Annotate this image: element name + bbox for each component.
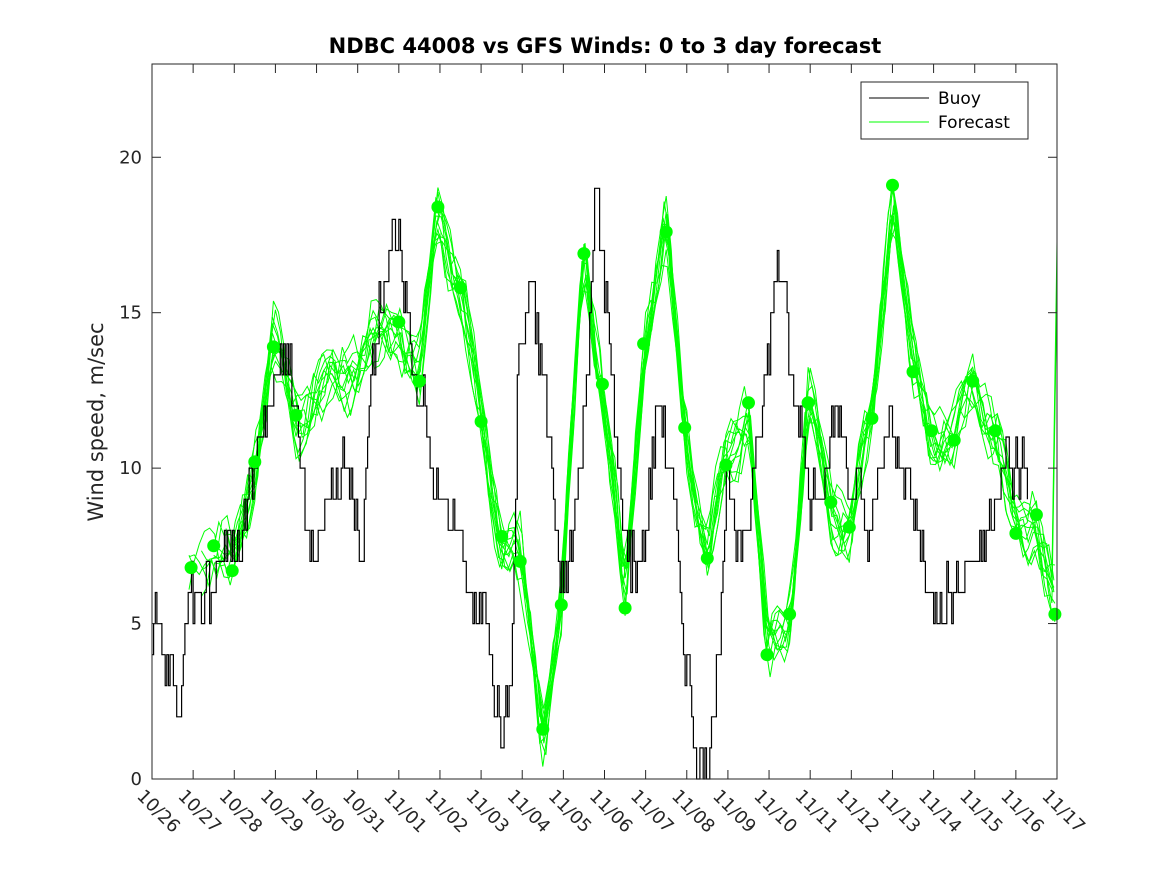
x-tick-label: 11/03 bbox=[462, 786, 514, 838]
forecast-marker bbox=[554, 598, 568, 612]
forecast-marker bbox=[248, 455, 262, 469]
x-tick-label: 10/28 bbox=[215, 786, 267, 838]
x-tick-label: 11/08 bbox=[667, 786, 719, 838]
x-tick-label: 10/26 bbox=[132, 786, 184, 838]
forecast-marker bbox=[678, 421, 692, 435]
x-tick-label: 11/06 bbox=[585, 786, 637, 838]
forecast-marker bbox=[595, 377, 609, 391]
x-tick-label: 11/02 bbox=[420, 786, 472, 838]
forecast-marker bbox=[925, 424, 938, 438]
forecast-marker bbox=[1009, 526, 1023, 540]
forecast-marker bbox=[1029, 508, 1043, 522]
forecast-marker bbox=[637, 337, 651, 351]
y-tick-label: 5 bbox=[131, 614, 142, 635]
x-tick-label: 11/07 bbox=[626, 786, 678, 838]
forecast-marker bbox=[760, 648, 774, 662]
forecast-marker bbox=[431, 200, 445, 214]
forecast-run-line bbox=[213, 180, 1058, 726]
forecast-marker bbox=[801, 396, 815, 410]
forecast-series-group bbox=[188, 180, 1058, 767]
y-tick-label: 20 bbox=[119, 147, 142, 168]
x-tick-label: 10/27 bbox=[174, 786, 226, 838]
forecast-marker bbox=[824, 495, 838, 509]
x-tick-label: 11/10 bbox=[750, 786, 802, 838]
forecast-marker bbox=[906, 365, 920, 379]
x-tick-label: 11/05 bbox=[544, 786, 596, 838]
y-axis-label: Wind speed, m/sec bbox=[84, 322, 108, 521]
forecast-marker bbox=[886, 178, 899, 192]
x-tick-label: 11/11 bbox=[791, 786, 843, 838]
buoy-series-group bbox=[152, 187, 1028, 780]
legend-forecast-label: Forecast bbox=[938, 113, 1010, 133]
x-tick-label: 11/01 bbox=[379, 786, 431, 838]
forecast-marker bbox=[947, 433, 961, 447]
forecast-run-line bbox=[200, 201, 1055, 756]
forecast-marker bbox=[966, 374, 980, 388]
x-tick-label: 11/04 bbox=[503, 786, 555, 838]
y-tick-label: 10 bbox=[119, 458, 142, 479]
forecast-markers-group bbox=[184, 178, 1062, 736]
y-axis: 0 5 10 15 20 bbox=[119, 147, 1057, 790]
forecast-marker bbox=[618, 601, 632, 615]
forecast-marker bbox=[783, 607, 797, 621]
chart-title: NDBC 44008 vs GFS Winds: 0 to 3 day fore… bbox=[329, 34, 882, 58]
forecast-marker bbox=[1048, 607, 1062, 621]
forecast-marker bbox=[842, 520, 856, 534]
forecast-marker bbox=[454, 281, 467, 295]
x-tick-label: 11/12 bbox=[832, 786, 884, 838]
forecast-marker bbox=[392, 315, 406, 329]
x-tick-label: 11/15 bbox=[955, 786, 1007, 838]
legend: Buoy Forecast bbox=[860, 81, 1029, 140]
forecast-marker bbox=[742, 396, 755, 410]
legend-box bbox=[860, 81, 1029, 140]
forecast-marker bbox=[495, 530, 509, 543]
x-tick-label: 10/31 bbox=[338, 786, 390, 838]
forecast-marker bbox=[207, 539, 221, 553]
forecast-marker bbox=[700, 551, 714, 565]
y-tick-label: 0 bbox=[131, 769, 142, 790]
forecast-run-line bbox=[188, 205, 1054, 726]
forecast-marker bbox=[474, 415, 488, 428]
forecast-marker bbox=[289, 408, 303, 422]
forecast-marker bbox=[225, 564, 239, 578]
x-tick-label: 11/16 bbox=[996, 786, 1048, 838]
forecast-marker bbox=[412, 374, 426, 388]
x-tick-label: 10/30 bbox=[297, 786, 349, 838]
x-tick-label: 11/17 bbox=[1037, 786, 1089, 838]
legend-buoy-label: Buoy bbox=[938, 89, 981, 109]
forecast-marker bbox=[988, 424, 1002, 438]
forecast-marker bbox=[184, 561, 198, 575]
forecast-marker bbox=[659, 225, 673, 239]
x-tick-label: 11/13 bbox=[873, 786, 925, 838]
y-tick-label: 15 bbox=[119, 303, 142, 324]
forecast-marker bbox=[577, 247, 591, 261]
x-tick-label: 10/29 bbox=[256, 786, 308, 838]
forecast-marker bbox=[266, 340, 280, 354]
forecast-marker bbox=[719, 458, 733, 472]
buoy-series-line bbox=[152, 187, 1028, 780]
forecast-marker bbox=[513, 554, 527, 568]
forecast-marker bbox=[536, 722, 550, 736]
forecast-run-line bbox=[225, 201, 1055, 745]
x-tick-label: 11/09 bbox=[708, 786, 760, 838]
x-tick-label: 11/14 bbox=[914, 786, 966, 838]
forecast-marker bbox=[865, 411, 879, 425]
